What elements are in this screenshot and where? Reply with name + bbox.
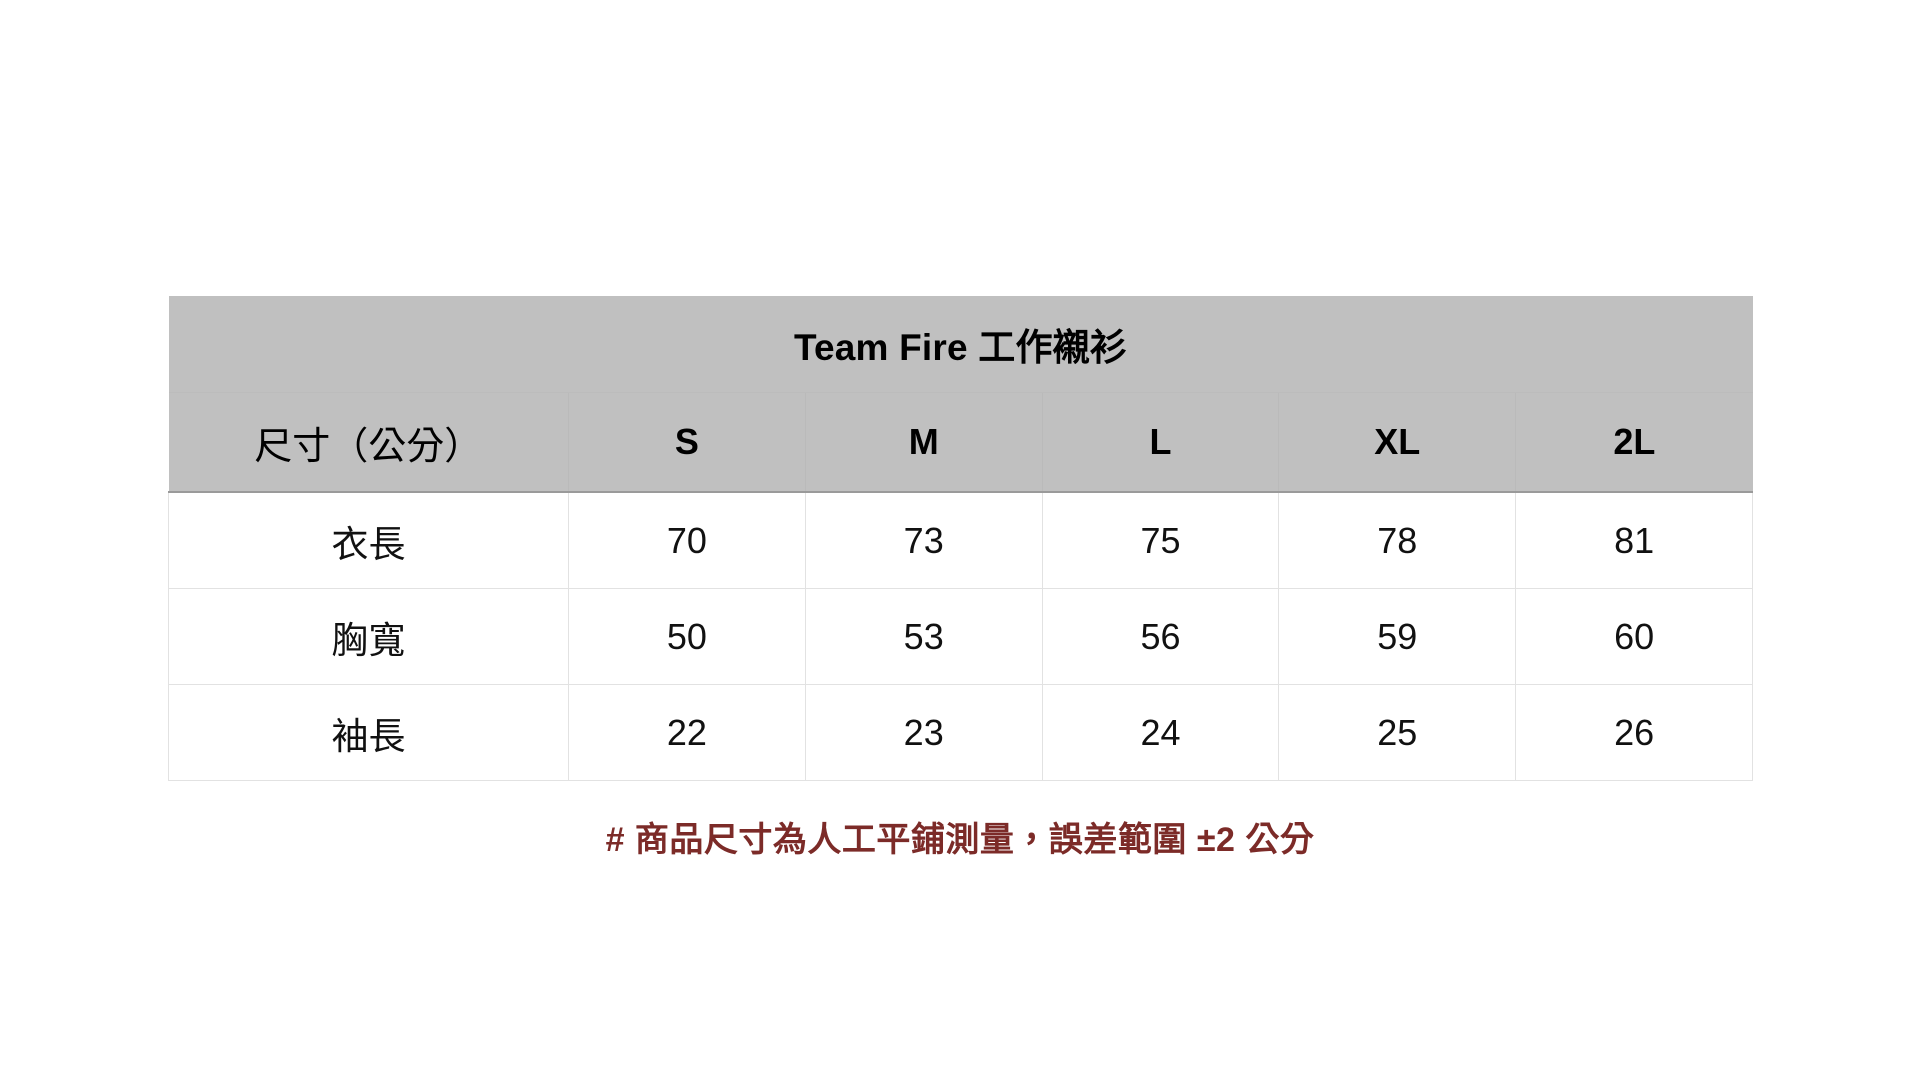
size-chart-container: Team Fire 工作襯衫 尺寸（公分） S M L XL 2L 衣長 70 … bbox=[168, 296, 1754, 781]
cell-chest-width-m: 53 bbox=[805, 588, 1043, 685]
cell-body-length-s: 70 bbox=[568, 492, 806, 589]
table-row: 袖長 22 23 24 25 26 bbox=[168, 684, 1754, 781]
cell-sleeve-length-xl: 25 bbox=[1278, 684, 1517, 781]
cell-chest-width-l: 56 bbox=[1042, 588, 1280, 685]
cell-sleeve-length-m: 23 bbox=[805, 684, 1043, 781]
cell-body-length-2l: 81 bbox=[1515, 492, 1754, 589]
column-header-2l: 2L bbox=[1515, 392, 1753, 493]
cell-body-length-l: 75 bbox=[1042, 492, 1280, 589]
table-header-row: 尺寸（公分） S M L XL 2L bbox=[168, 392, 1753, 493]
cell-sleeve-length-2l: 26 bbox=[1515, 684, 1754, 781]
cell-sleeve-length-l: 24 bbox=[1042, 684, 1280, 781]
table-title: Team Fire 工作襯衫 bbox=[168, 296, 1753, 393]
table-row: 衣長 70 73 75 78 81 bbox=[168, 492, 1754, 589]
cell-chest-width-s: 50 bbox=[568, 588, 806, 685]
row-label-body-length: 衣長 bbox=[168, 492, 569, 589]
column-header-l: L bbox=[1042, 392, 1280, 493]
cell-sleeve-length-s: 22 bbox=[568, 684, 806, 781]
column-header-s: S bbox=[568, 392, 806, 493]
row-label-sleeve-length: 袖長 bbox=[168, 684, 569, 781]
cell-chest-width-xl: 59 bbox=[1278, 588, 1517, 685]
size-table: Team Fire 工作襯衫 尺寸（公分） S M L XL 2L 衣長 70 … bbox=[168, 296, 1754, 781]
cell-chest-width-2l: 60 bbox=[1515, 588, 1754, 685]
table-row: 胸寬 50 53 56 59 60 bbox=[168, 588, 1754, 685]
column-header-m: M bbox=[805, 392, 1043, 493]
column-header-xl: XL bbox=[1278, 392, 1517, 493]
column-header-measurement: 尺寸（公分） bbox=[168, 392, 569, 493]
row-label-chest-width: 胸寬 bbox=[168, 588, 569, 685]
measurement-disclaimer: # 商品尺寸為人工平鋪測量，誤差範圍 ±2 公分 bbox=[605, 821, 1315, 859]
cell-body-length-m: 73 bbox=[805, 492, 1043, 589]
table-title-row: Team Fire 工作襯衫 bbox=[168, 296, 1753, 393]
cell-body-length-xl: 78 bbox=[1278, 492, 1517, 589]
